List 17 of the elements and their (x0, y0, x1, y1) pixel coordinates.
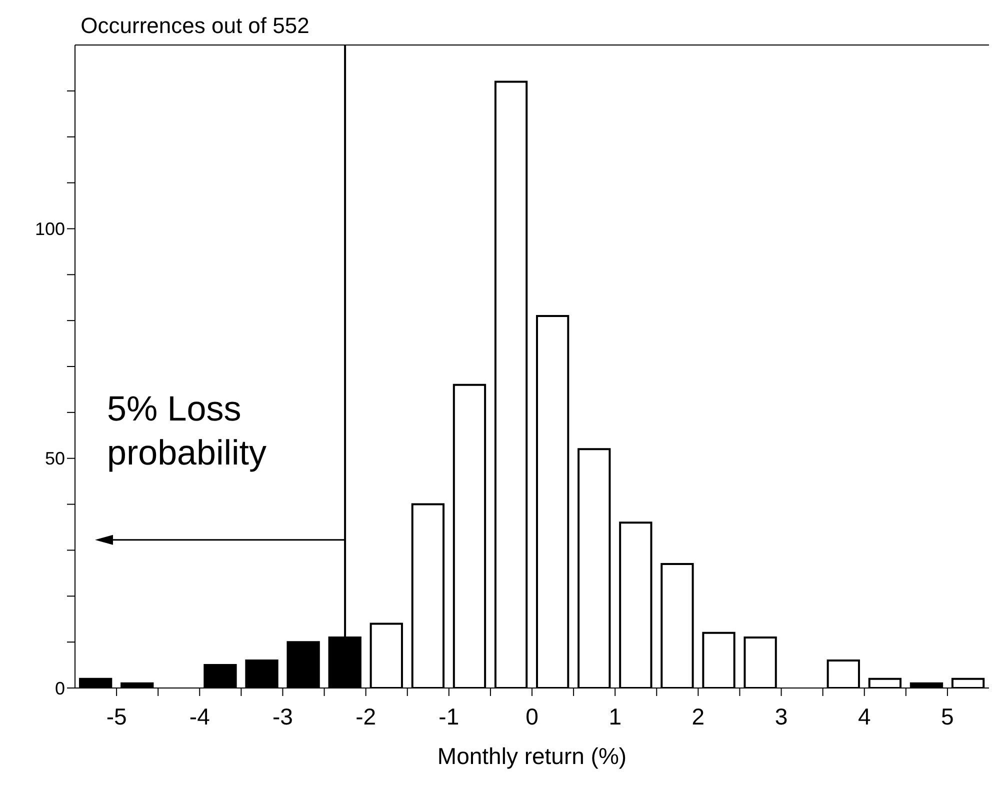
x-tick-label: 4 (858, 703, 871, 730)
y-axis-title: Occurrences out of 552 (80, 13, 310, 38)
x-tick-label: 5 (941, 703, 954, 730)
x-tick-label: 1 (608, 703, 622, 730)
annotation: 5% Loss probability (107, 390, 268, 473)
x-tick-label: 3 (774, 703, 788, 730)
x-tick-label: 0 (526, 703, 538, 730)
x-tick-label: -1 (438, 703, 460, 730)
x-tick-label: -4 (189, 703, 210, 730)
x-axis-title: Monthly return (%) (437, 743, 627, 769)
x-tick-label: -3 (272, 703, 293, 730)
y-tick-label: 50 (44, 448, 65, 469)
y-tick-label: 100 (34, 219, 65, 240)
x-tick-label: -2 (356, 703, 376, 730)
x-tick-label: 2 (692, 703, 705, 730)
y-tick-label: 0 (54, 678, 65, 698)
x-tick-label: -5 (106, 703, 127, 730)
